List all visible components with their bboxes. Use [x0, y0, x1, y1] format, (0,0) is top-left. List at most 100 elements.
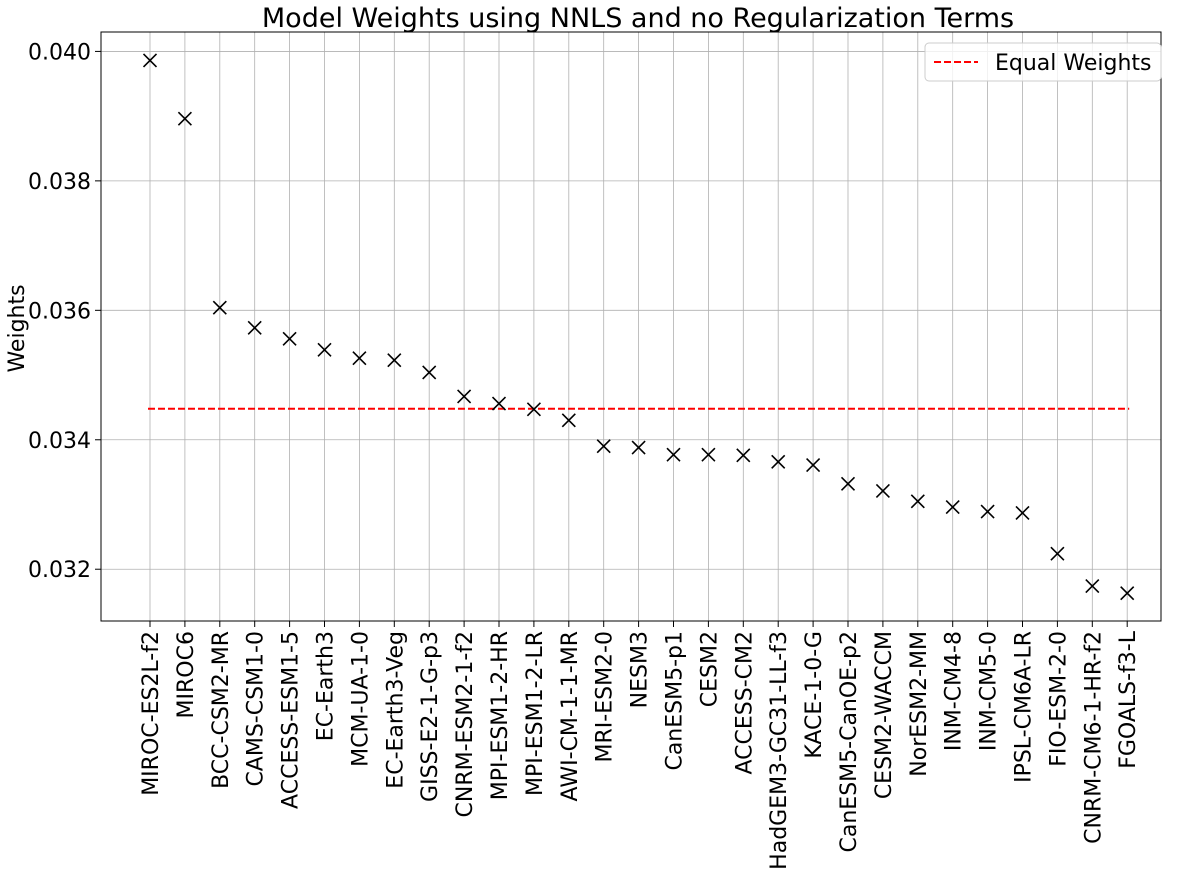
data-point	[1085, 578, 1100, 594]
data-point	[352, 351, 367, 366]
data-point	[806, 457, 821, 473]
data-point-stroke	[526, 402, 541, 417]
data-point-stroke	[247, 320, 262, 335]
data-point-stroke	[771, 454, 786, 469]
y-tick-label: 0.034	[28, 429, 91, 454]
x-tick-label: EC-Earth3	[314, 631, 339, 741]
x-tick-label: MPI-ESM1-2-LR	[523, 631, 548, 796]
data-point	[666, 447, 681, 462]
data-point-stroke	[561, 413, 576, 428]
x-tick-label: CNRM-CM6-1-HR-f2	[1081, 631, 1106, 844]
x-tick-label: EC-Earth3-Veg	[383, 631, 408, 789]
data-point	[1120, 586, 1135, 601]
data-point-stroke	[980, 504, 995, 519]
y-tick-label: 0.032	[28, 558, 91, 583]
legend-label-equal-weights: Equal Weights	[995, 51, 1152, 76]
legend: Equal Weights	[924, 42, 1162, 82]
y-axis-label: Weights	[5, 284, 30, 372]
data-point	[596, 439, 611, 454]
data-point-stroke	[387, 353, 402, 368]
data-point-stroke	[317, 342, 332, 357]
data-point-stroke	[840, 476, 856, 491]
data-point	[945, 500, 960, 515]
data-point	[177, 111, 192, 126]
plot-frame	[100, 31, 1162, 622]
data-point-stroke	[177, 111, 192, 126]
data-point	[701, 447, 716, 462]
y-tick-label: 0.038	[28, 170, 91, 195]
data-point	[631, 440, 646, 455]
data-point-stroke	[491, 396, 507, 411]
data-point	[247, 320, 262, 335]
data-point-stroke	[806, 457, 821, 473]
y-axis-ticks: 0.032 0.034 0.036 0.038 0.040	[28, 40, 101, 583]
data-point-stroke	[1085, 578, 1100, 594]
y-tick-label: 0.040	[28, 40, 91, 65]
x-tick-label: CESM2	[697, 631, 722, 707]
x-tick-label: FGOALS-f3-L	[1116, 630, 1141, 769]
x-tick-label: CAMS-CSM1-0	[244, 631, 269, 787]
data-point-stroke	[666, 447, 681, 462]
data-point-stroke	[910, 494, 925, 509]
x-tick-label: MIROC6	[174, 631, 199, 718]
x-tick-label: KACE-1-0-G	[802, 631, 827, 759]
legend-box	[924, 42, 1162, 82]
data-point	[457, 389, 472, 404]
x-tick-label: IPSL-CM6A-LR	[1012, 631, 1037, 783]
x-tick-label: AWI-CM-1-1-MR	[558, 631, 583, 801]
data-point-stroke	[1015, 505, 1030, 520]
x-tick-label: GISS-E2-1-G-p3	[418, 631, 443, 802]
grid	[101, 32, 1161, 621]
data-point-stroke	[701, 447, 716, 462]
data-point	[526, 402, 541, 417]
x-tick-label: MCM-UA-1-0	[348, 631, 373, 767]
x-tick-label: ACCESS-CM2	[732, 631, 757, 775]
data-point-stroke	[1050, 546, 1065, 561]
x-tick-label: INM-CM5-0	[977, 631, 1002, 751]
data-point-stroke	[142, 53, 158, 68]
x-tick-label: CNRM-ESM2-1-f2	[453, 631, 478, 817]
data-point-stroke	[875, 483, 890, 498]
data-point	[980, 504, 995, 519]
data-point	[875, 483, 890, 498]
x-tick-label: MIROC-ES2L-f2	[139, 631, 164, 796]
data-point	[1050, 546, 1065, 561]
data-point	[422, 365, 437, 380]
data-point	[317, 342, 332, 357]
data-point-stroke	[631, 440, 646, 455]
data-point	[387, 353, 402, 368]
data-point-stroke	[422, 365, 437, 380]
x-tick-label: CanESM5-CanOE-p2	[837, 631, 862, 852]
data-points	[142, 53, 1135, 601]
data-point	[736, 448, 751, 463]
x-tick-label: MPI-ESM1-2-HR	[488, 631, 513, 800]
x-tick-label: INM-CM4-8	[942, 631, 967, 751]
data-point	[212, 300, 227, 315]
data-point	[840, 476, 856, 491]
x-axis-ticks: MIROC-ES2L-f2 MIROC6 BCC-CSM2-MR CAMS-CSM1-…	[139, 621, 1141, 870]
x-tick-label: FIO-ESM-2-0	[1046, 631, 1071, 767]
data-point-stroke	[457, 389, 472, 404]
x-tick-label: MRI-ESM2-0	[593, 631, 618, 762]
x-tick-label: CESM2-WACCM	[872, 631, 897, 799]
data-point	[142, 53, 158, 68]
data-point-stroke	[736, 448, 751, 463]
data-point	[282, 331, 297, 346]
x-tick-label: NorESM2-MM	[907, 631, 932, 777]
data-point	[561, 413, 576, 428]
data-point	[491, 396, 507, 411]
data-point-stroke	[352, 351, 367, 366]
x-tick-label: HadGEM3-GC31-LL-f3	[767, 631, 792, 870]
data-point	[771, 454, 786, 469]
chart-title: Model Weights using NNLS and no Regulari…	[262, 3, 1014, 34]
data-point	[910, 494, 925, 509]
x-tick-label: NESM3	[628, 631, 653, 708]
data-point-stroke	[596, 439, 611, 454]
y-tick-label: 0.036	[28, 299, 91, 324]
data-point-stroke	[282, 331, 297, 346]
data-point-stroke	[212, 300, 227, 315]
x-tick-label: BCC-CSM2-MR	[209, 631, 234, 789]
data-point-stroke	[1120, 586, 1135, 601]
x-tick-label: ACCESS-ESM1-5	[279, 631, 304, 809]
